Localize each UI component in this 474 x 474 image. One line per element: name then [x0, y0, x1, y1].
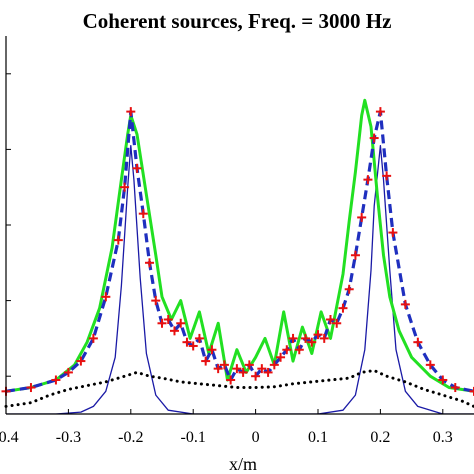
- series-4-marker: [469, 386, 474, 396]
- series-4-marker: [244, 360, 254, 370]
- series-4-marker: [201, 356, 211, 366]
- series-4-marker: [282, 345, 292, 355]
- series-4-marker: [126, 107, 136, 117]
- series-4-marker: [232, 364, 242, 374]
- series-4-marker: [313, 330, 323, 340]
- series-4-marker: [382, 171, 392, 181]
- series-4-marker: [332, 318, 342, 328]
- series-4-marker: [145, 258, 155, 268]
- series-4-marker: [369, 133, 379, 143]
- x-tick-label: 0.2: [370, 429, 390, 446]
- series-4-marker: [76, 356, 86, 366]
- series-4-marker: [26, 383, 36, 393]
- series-4-marker: [163, 315, 173, 324]
- series-4-marker: [450, 383, 460, 393]
- series-4-marker: [269, 360, 279, 370]
- series-4-marker: [88, 333, 98, 343]
- series-4-marker: [157, 318, 167, 328]
- series-4-marker: [357, 212, 367, 222]
- series-4-marker: [151, 296, 161, 306]
- series-4-marker: [276, 352, 286, 362]
- series-4-marker: [388, 228, 398, 238]
- series-4-marker: [400, 299, 410, 309]
- series-4-marker: [344, 284, 354, 294]
- x-tick-label: -0.4: [0, 429, 19, 446]
- series-4-marker: [207, 345, 217, 355]
- x-axis-label: x/m: [229, 454, 257, 474]
- x-tick-label: 0.1: [308, 429, 328, 446]
- x-tick-label: -0.3: [56, 429, 81, 446]
- series-4-marker: [413, 337, 423, 347]
- series-4-marker: [194, 333, 204, 343]
- series-line-3: [5, 98, 474, 393]
- series-4-marker: [113, 235, 123, 245]
- series-4-marker: [263, 367, 273, 377]
- series-4-marker: [138, 209, 148, 219]
- series-line-4: [5, 109, 474, 393]
- series-4-marker: [338, 303, 348, 313]
- series-4-marker: [51, 375, 61, 385]
- series-4-marker: [350, 250, 360, 260]
- series-4-marker: [438, 375, 448, 385]
- x-tick-label: 0.3: [433, 429, 453, 446]
- series-4-marker: [257, 364, 267, 374]
- series-4-marker: [188, 341, 198, 351]
- series-4-marker: [132, 163, 142, 173]
- x-tick-label: -0.2: [118, 429, 143, 446]
- x-tick-label: -0.1: [181, 429, 206, 446]
- x-tick-label: 0: [252, 429, 260, 446]
- series-4-marker: [63, 367, 73, 377]
- series-4-marker: [176, 318, 186, 328]
- series-4-marker: [213, 364, 223, 374]
- series-4-marker: [182, 337, 192, 347]
- series-4-marker: [375, 107, 385, 117]
- series-4-marker: [226, 375, 236, 385]
- series-4-marker: [319, 333, 329, 343]
- series-4-marker: [251, 371, 261, 381]
- series-4-marker: [294, 345, 304, 355]
- series-4-marker: [301, 333, 311, 343]
- series-line-2: [4, 369, 474, 408]
- series-4-marker: [288, 333, 298, 343]
- series-4-marker: [325, 315, 335, 324]
- series-line-1: [6, 144, 474, 414]
- series-4-marker: [363, 175, 373, 185]
- series-4-marker: [307, 337, 317, 347]
- series-4-marker: [101, 292, 111, 302]
- series-4-marker: [120, 182, 130, 192]
- series-4-marker: [219, 360, 229, 370]
- chart-title: Coherent sources, Freq. = 3000 Hz: [83, 9, 392, 33]
- series-4-marker: [238, 367, 248, 377]
- series-4-marker: [169, 326, 179, 336]
- series-4-marker: [425, 360, 435, 370]
